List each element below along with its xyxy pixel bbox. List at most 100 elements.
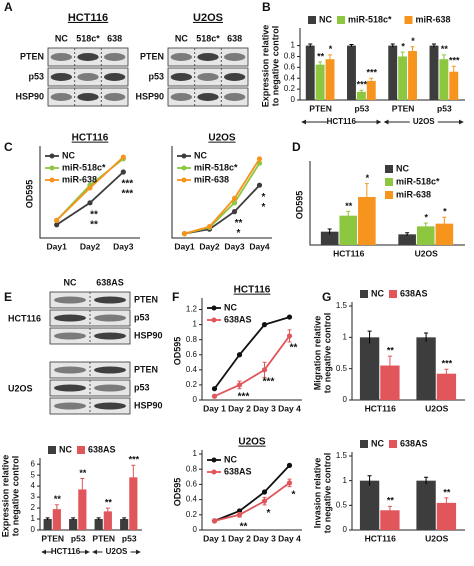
y-tick-label: 5 [31, 470, 36, 479]
bar [325, 59, 335, 100]
bar [436, 373, 457, 400]
row-label: p53 [134, 382, 150, 392]
legend-label: 638AS [224, 466, 252, 476]
y-tick-label: 0 [193, 525, 198, 534]
band [54, 384, 86, 392]
bar [359, 337, 380, 400]
x-tick-label: PTEN [309, 103, 332, 113]
band [54, 332, 86, 340]
point [181, 231, 188, 237]
panel-letter: B [262, 0, 271, 14]
band [94, 366, 126, 374]
band [197, 93, 219, 101]
significance: *** [129, 455, 140, 465]
legend-marker [49, 177, 55, 183]
x-tick-label: U2OS [425, 403, 448, 413]
y-tick-label: 0.2 [186, 510, 198, 519]
y-tick-label: 0.6 [186, 480, 198, 489]
bar [339, 215, 358, 245]
significance: *** [263, 376, 275, 387]
bar [78, 489, 87, 530]
row-label: HSP90 [134, 400, 163, 410]
row-label: PTEN [134, 294, 158, 304]
point [256, 182, 263, 188]
band [94, 314, 126, 322]
axes [171, 146, 272, 239]
legend-label: 638AS [400, 288, 428, 298]
legend-label: NC [371, 438, 384, 448]
x-tick-label: p53 [437, 103, 452, 113]
significance: * [424, 213, 428, 223]
bar [366, 80, 376, 100]
significance: * [366, 173, 370, 183]
band [54, 296, 86, 304]
row-label: HSP90 [134, 330, 163, 340]
significance: * [401, 42, 405, 52]
significance: ** [387, 496, 395, 506]
legend-swatch [48, 446, 56, 454]
error-bar [346, 210, 351, 220]
significance: ** [79, 468, 87, 478]
legend-label: miR-638 [194, 174, 229, 184]
x-tick-label: Day 2 [228, 403, 251, 413]
error-bar [71, 517, 76, 521]
point [261, 367, 268, 373]
row-label: PTEN [140, 51, 164, 61]
chart-title: U2OS [208, 133, 236, 144]
significance: *** [238, 392, 250, 403]
line [214, 464, 291, 522]
panel-letter: E [4, 290, 12, 304]
significance: ** [54, 494, 62, 504]
chart-title: HCT116 [234, 285, 271, 296]
row-label: HSP90 [135, 91, 164, 101]
point [286, 480, 293, 486]
error-bar [96, 517, 101, 521]
x-tick-label: HCT116 [333, 248, 364, 258]
error-bar [442, 216, 447, 231]
y-tick-label: 0 [193, 395, 198, 404]
y-axis-label: Invasion relative [312, 458, 322, 529]
error-bar [424, 476, 429, 485]
row-label: PTEN [20, 51, 44, 61]
band [104, 93, 126, 101]
significance: ** [235, 218, 243, 229]
x-tick-label: Day2 [199, 241, 220, 251]
significance: ** [345, 201, 353, 211]
bar [120, 519, 129, 530]
x-tick-label: Day1 [47, 241, 68, 251]
bar [94, 519, 103, 530]
axes [39, 146, 140, 239]
legend-label: NC [62, 150, 75, 160]
significance: ** [441, 44, 449, 54]
error-bar [423, 222, 428, 230]
x-tick-label: Day 3 [253, 403, 276, 413]
row-label: HSP90 [15, 91, 44, 101]
bar [416, 337, 436, 400]
axes [201, 450, 302, 531]
x-tick-label: PTEN [392, 103, 415, 113]
error-bar [410, 46, 415, 56]
point [120, 169, 126, 175]
band [104, 53, 126, 61]
y-axis-label: OD595 [172, 337, 182, 366]
legend-swatch [389, 290, 397, 298]
significance: *** [121, 179, 133, 190]
band [50, 93, 72, 101]
bar [436, 502, 457, 530]
point [211, 393, 218, 399]
bar [416, 480, 436, 530]
error-bar [105, 507, 110, 515]
point [256, 156, 263, 162]
legend-marker [211, 317, 217, 323]
error-bar [318, 61, 323, 68]
bar [388, 45, 398, 100]
blot-title: U2OS [193, 12, 223, 24]
legend-label: NC [371, 288, 384, 298]
band [50, 73, 72, 81]
legend-swatch [404, 16, 413, 24]
error-bar [390, 43, 395, 48]
band [54, 402, 86, 410]
x-tick-label: HCT116 [365, 533, 396, 543]
point [231, 200, 238, 206]
error-bar [451, 65, 456, 78]
